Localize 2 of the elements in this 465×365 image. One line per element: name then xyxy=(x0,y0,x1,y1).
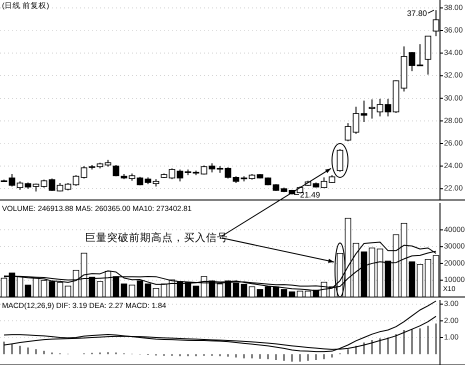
annotation: 21.49 xyxy=(300,190,321,200)
annotation: 37.80 xyxy=(406,9,428,18)
